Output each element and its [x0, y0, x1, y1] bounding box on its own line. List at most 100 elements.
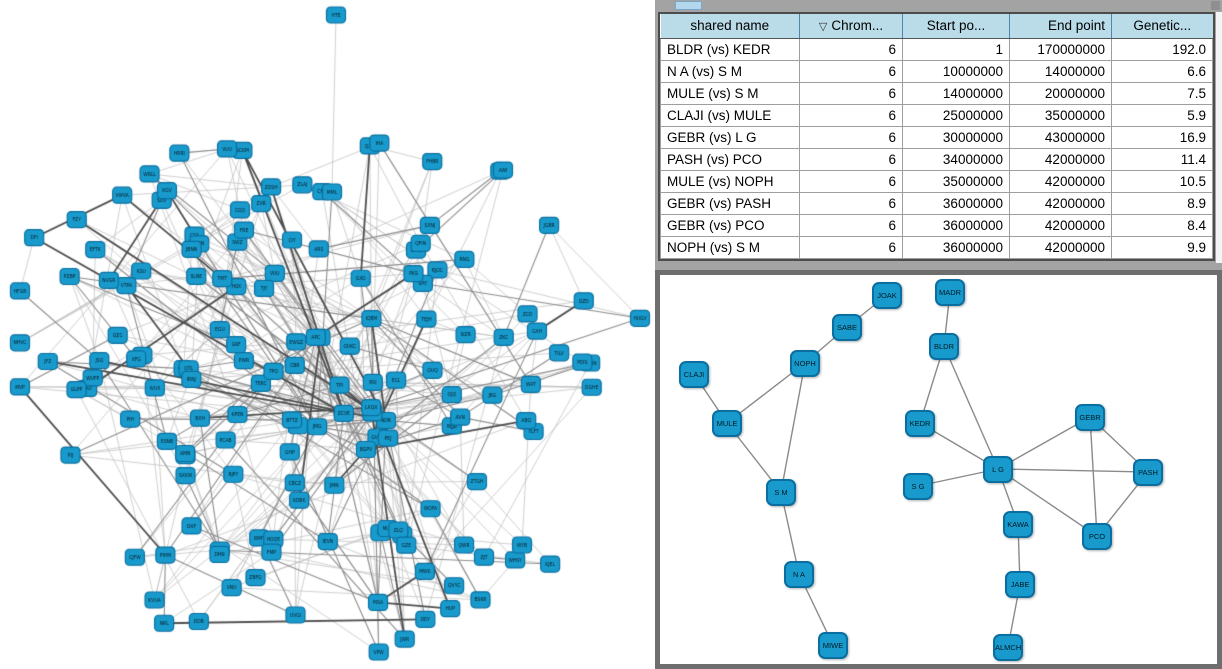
table-cell: 14000000	[902, 81, 1010, 105]
node-l-g[interactable]: L G	[983, 456, 1013, 483]
column-header-end-point[interactable]: End point	[1009, 14, 1112, 39]
table-cell: 6	[799, 125, 903, 149]
table-cell: 6	[799, 191, 903, 215]
column-header-label: Genetic...	[1133, 18, 1192, 34]
node-jabe[interactable]: JABE	[1005, 571, 1035, 598]
table-cell: 25000000	[902, 103, 1010, 127]
column-header-chrom---[interactable]: ▽ Chrom...	[799, 14, 903, 39]
table-cell: 42000000	[1009, 191, 1112, 215]
table-cell: GEBR (vs) PCO	[660, 213, 800, 237]
table-cell: 6	[799, 213, 903, 237]
node-madr[interactable]: MADR	[935, 279, 965, 306]
table-cell: 6	[799, 81, 903, 105]
column-header-label: End point	[1047, 18, 1105, 34]
table-cell: GEBR (vs) L G	[660, 125, 800, 149]
table-cell: 9.9	[1111, 235, 1213, 259]
node-claji[interactable]: CLAJI	[679, 361, 709, 388]
table-row[interactable]: N A (vs) S M 6 10000000 14000000 6.6	[660, 59, 1213, 83]
table-cell: 30000000	[902, 125, 1010, 149]
table-cell: 35000000	[902, 169, 1010, 193]
table-panel-tab[interactable]	[675, 1, 702, 10]
table-cell: 43000000	[1009, 125, 1112, 149]
table-cell: 6	[799, 147, 903, 171]
column-header-label: shared name	[690, 18, 770, 34]
table-cell: NOPH (vs) S M	[660, 235, 800, 259]
node-kedr[interactable]: KEDR	[905, 410, 935, 437]
right-column: shared name ▽ Chrom... Start po... End point…	[655, 0, 1222, 669]
column-header-shared-name[interactable]: shared name	[660, 14, 800, 39]
table-row[interactable]: MULE (vs) S M 6 14000000 20000000 7.5	[660, 81, 1213, 105]
table-cell: 34000000	[902, 147, 1010, 171]
top-right-corner-box	[1211, 1, 1220, 10]
table-cell: 5.9	[1111, 103, 1213, 127]
node-noph[interactable]: NOPH	[790, 350, 820, 377]
node-miwe[interactable]: MIWE	[818, 632, 848, 659]
table-cell: 8.4	[1111, 213, 1213, 237]
table-cell: 42000000	[1009, 235, 1112, 259]
table-row[interactable]: NOPH (vs) S M 6 36000000 42000000 9.9	[660, 235, 1213, 259]
node-bldr[interactable]: BLDR	[929, 333, 959, 360]
table-row[interactable]: GEBR (vs) L G 6 30000000 43000000 16.9	[660, 125, 1213, 149]
table-header-row: shared name ▽ Chrom... Start po... End point…	[660, 14, 1213, 39]
table-cell: 36000000	[902, 235, 1010, 259]
table-row[interactable]: GEBR (vs) PCO 6 36000000 42000000 8.4	[660, 213, 1213, 237]
table-row[interactable]: CLAJI (vs) MULE 6 25000000 35000000 5.9	[660, 103, 1213, 127]
table-cell: 7.5	[1111, 81, 1213, 105]
column-header-genetic---[interactable]: Genetic...	[1111, 14, 1213, 39]
table-cell: 16.9	[1111, 125, 1213, 149]
network-edge	[997, 468, 1098, 537]
table-cell: 1	[902, 37, 1010, 61]
node-s-m[interactable]: S M	[766, 479, 796, 506]
table-cell: 6.6	[1111, 59, 1213, 83]
node-pco[interactable]: PCO	[1082, 523, 1112, 550]
node-mule[interactable]: MULE	[712, 410, 742, 437]
table-row[interactable]: BLDR (vs) KEDR 6 1 170000000 192.0	[660, 37, 1213, 61]
table-cell: CLAJI (vs) MULE	[660, 103, 800, 127]
column-header-label: Start po...	[926, 18, 986, 34]
network-edge	[943, 345, 999, 470]
table-cell: 36000000	[902, 213, 1010, 237]
table-cell: 6	[799, 169, 903, 193]
node-joak[interactable]: JOAK	[872, 282, 902, 309]
table-row[interactable]: GEBR (vs) PASH 6 36000000 42000000 8.9	[660, 191, 1213, 215]
table-row[interactable]: MULE (vs) NOPH 6 35000000 42000000 10.5	[660, 169, 1213, 193]
table-cell: 42000000	[1009, 213, 1112, 237]
node-sabe[interactable]: SABE	[832, 314, 862, 341]
main-network-canvas[interactable]	[0, 0, 655, 669]
column-header-label: Chrom...	[831, 18, 884, 34]
table-cell: 6	[799, 235, 903, 259]
edge-table-frame: shared name ▽ Chrom... Start po... End point…	[658, 12, 1215, 261]
table-top-strip	[655, 0, 1222, 12]
main-network-panel[interactable]	[0, 0, 655, 669]
edge-attribute-table: shared name ▽ Chrom... Start po... End point…	[660, 14, 1213, 259]
table-scrollbar-gutter[interactable]	[1216, 12, 1222, 263]
table-cell: 170000000	[1009, 37, 1112, 61]
table-cell: BLDR (vs) KEDR	[660, 37, 800, 61]
table-cell: 192.0	[1111, 37, 1213, 61]
table-cell: 35000000	[1009, 103, 1112, 127]
network-edge	[997, 416, 1091, 470]
node-n-a[interactable]: N A	[784, 561, 814, 588]
node-s-g[interactable]: S G	[903, 473, 933, 500]
table-cell: PASH (vs) PCO	[660, 147, 800, 171]
table-cell: 6	[799, 103, 903, 127]
network-edge	[997, 468, 1149, 473]
node-almch[interactable]: ALMCH	[993, 634, 1023, 661]
column-header-start-po---[interactable]: Start po...	[902, 14, 1010, 39]
table-cell: MULE (vs) NOPH	[660, 169, 800, 193]
table-cell: 8.9	[1111, 191, 1213, 215]
table-row[interactable]: PASH (vs) PCO 6 34000000 42000000 11.4	[660, 147, 1213, 171]
filter-icon[interactable]: ▽	[818, 21, 828, 34]
network-edge	[1089, 416, 1098, 537]
network-edge	[780, 362, 806, 493]
table-cell: 11.4	[1111, 147, 1213, 171]
filtered-network-panel[interactable]: JOAK SABE NOPH CLAJI MULE S M N A MIWE MADR BLDR K…	[655, 270, 1222, 669]
table-cell: 36000000	[902, 191, 1010, 215]
node-pash[interactable]: PASH	[1133, 459, 1163, 486]
node-kawa[interactable]: KAWA	[1003, 511, 1033, 538]
table-cell: MULE (vs) S M	[660, 81, 800, 105]
table-cell: 14000000	[1009, 59, 1112, 83]
node-gebr[interactable]: GEBR	[1075, 404, 1105, 431]
table-cell: 10.5	[1111, 169, 1213, 193]
